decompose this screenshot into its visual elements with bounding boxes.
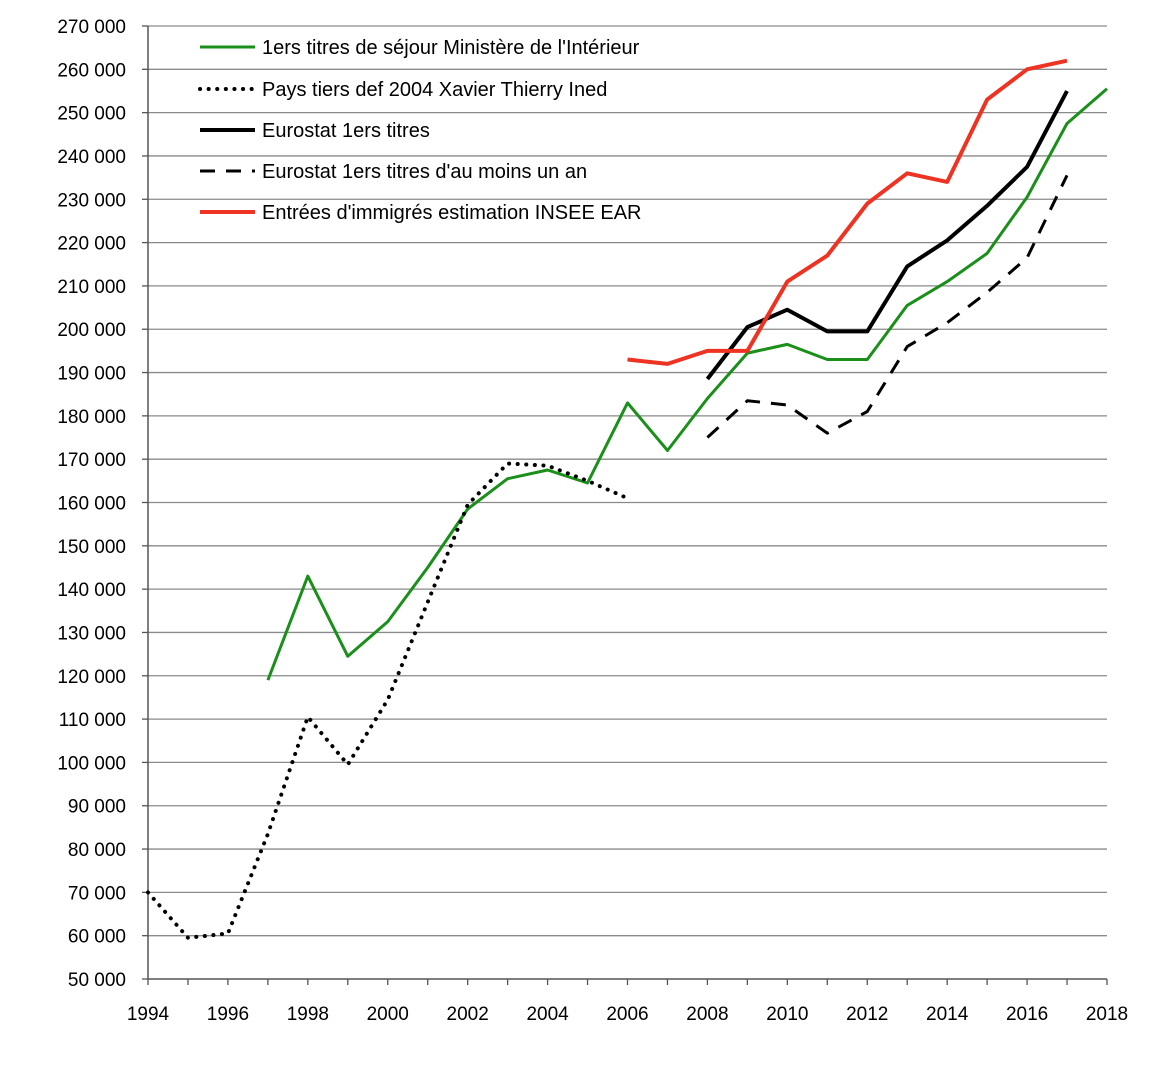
y-tick-label: 230 000 <box>57 190 126 211</box>
x-tick-label: 2000 <box>367 1004 409 1025</box>
series-lines <box>146 58 1108 940</box>
x-tick-label: 2010 <box>766 1004 808 1025</box>
y-tick-label: 80 000 <box>68 840 126 861</box>
x-tick-label: 2018 <box>1086 1004 1128 1025</box>
x-tick-label: 2016 <box>1006 1004 1048 1025</box>
series-line-0 <box>266 87 1108 681</box>
y-tick-label: 130 000 <box>57 623 126 644</box>
y-tick-label: 270 000 <box>57 17 126 38</box>
y-tick-label: 240 000 <box>57 147 126 168</box>
legend-label-3: Eurostat 1ers titres d'au moins un an <box>262 161 587 183</box>
legend-label-2: Eurostat 1ers titres <box>262 120 430 142</box>
y-tick-label: 50 000 <box>68 970 126 991</box>
x-tick-label: 2002 <box>447 1004 489 1025</box>
x-tick-label: 2004 <box>526 1004 569 1025</box>
y-tick-label: 180 000 <box>57 407 126 428</box>
y-tick-label: 140 000 <box>57 580 126 601</box>
y-tick-label: 170 000 <box>57 450 126 471</box>
x-tick-label: 2008 <box>686 1004 728 1025</box>
y-tick-label: 150 000 <box>57 537 126 558</box>
y-tick-label: 110 000 <box>59 710 126 731</box>
y-tick-label: 220 000 <box>57 234 126 255</box>
y-tick-label: 100 000 <box>57 753 126 774</box>
legend-label-1: Pays tiers def 2004 Xavier Thierry Ined <box>262 79 607 101</box>
y-tick-label: 260 000 <box>57 60 126 81</box>
series-line-2 <box>705 90 1069 381</box>
series-line-1 <box>146 461 630 940</box>
legend-label-4: Entrées d'immigrés estimation INSEE EAR <box>262 202 642 224</box>
y-tick-label: 70 000 <box>68 883 126 904</box>
y-axis-ticks: 50 000 60 000 70 000 80 000 90 000 100 000 110… <box>57 17 148 991</box>
y-tick-label: 200 000 <box>57 320 126 341</box>
y-tick-label: 210 000 <box>57 277 126 298</box>
x-tick-label: 1996 <box>207 1004 249 1025</box>
y-tick-label: 120 000 <box>57 667 126 688</box>
x-tick-label: 2014 <box>926 1004 969 1025</box>
y-tick-label: 90 000 <box>68 797 126 818</box>
x-axis-ticks: 1994 1996 1998 2000 2002 2004 2006 2008 2010 2012… <box>127 979 1128 1025</box>
legend: 1ers titres de séjour Ministère de l'Int… <box>198 37 642 224</box>
x-tick-label: 1994 <box>127 1004 170 1025</box>
y-tick-label: 60 000 <box>68 927 126 948</box>
x-tick-label: 2012 <box>846 1004 888 1025</box>
legend-label-0: 1ers titres de séjour Ministère de l'Int… <box>262 37 640 59</box>
x-tick-label: 2006 <box>606 1004 648 1025</box>
series-line-4 <box>627 58 1068 366</box>
y-tick-label: 190 000 <box>57 364 126 385</box>
gridlines <box>148 25 1107 937</box>
y-tick-label: 160 000 <box>57 494 126 515</box>
y-tick-label: 250 000 <box>57 104 126 125</box>
x-tick-label: 1998 <box>287 1004 329 1025</box>
